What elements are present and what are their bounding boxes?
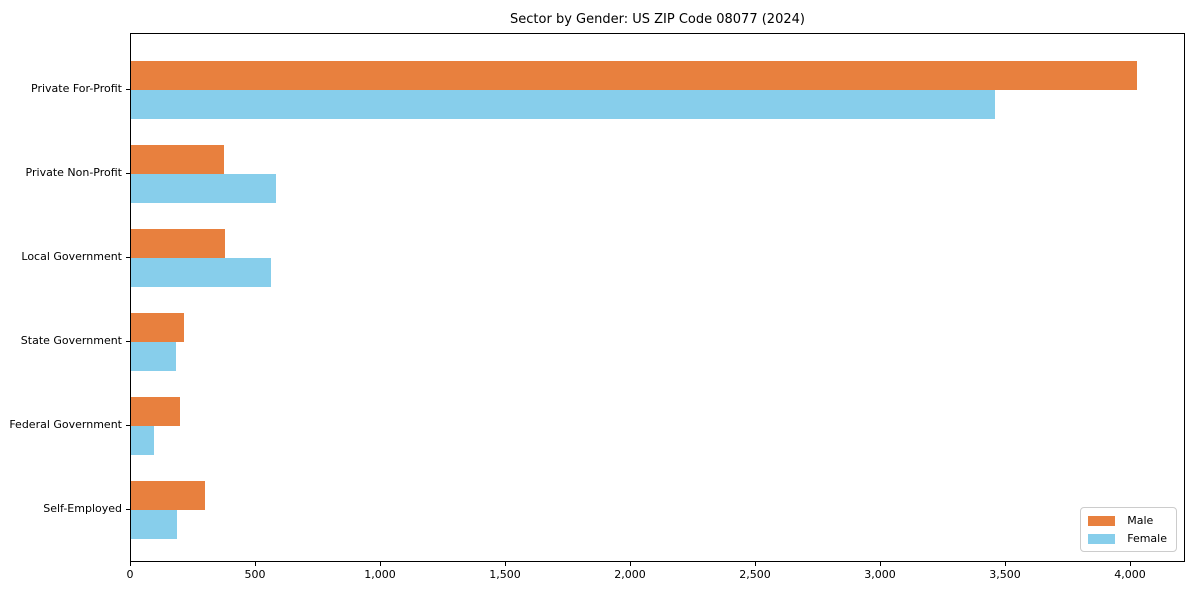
x-tick-label-3000: 3,000 bbox=[864, 568, 896, 581]
bar-female-local-government bbox=[131, 258, 271, 287]
y-tick-label-private-non-profit: Private Non-Profit bbox=[25, 166, 122, 179]
x-tick-mark bbox=[880, 562, 881, 566]
legend-label-male: Male bbox=[1127, 514, 1154, 527]
x-tick-label-2000: 2,000 bbox=[614, 568, 646, 581]
x-tick-label-500: 500 bbox=[244, 568, 266, 581]
x-tick-label-4000: 4,000 bbox=[1114, 568, 1146, 581]
legend: Male Female bbox=[1080, 507, 1177, 552]
bar-male-state-government bbox=[131, 313, 184, 342]
x-tick-mark bbox=[1130, 562, 1131, 566]
x-tick-mark bbox=[755, 562, 756, 566]
x-tick-label-0: 0 bbox=[126, 568, 134, 581]
y-tick-label-self-employed: Self-Employed bbox=[43, 502, 122, 515]
bar-male-federal-government bbox=[131, 397, 180, 426]
x-tick-mark bbox=[1005, 562, 1006, 566]
y-tick-mark bbox=[126, 425, 130, 426]
legend-entry-female: Female bbox=[1088, 532, 1167, 545]
x-tick-mark bbox=[630, 562, 631, 566]
legend-swatch-female bbox=[1088, 533, 1116, 544]
y-tick-label-state-government: State Government bbox=[20, 334, 122, 347]
x-tick-mark bbox=[130, 562, 131, 566]
bar-female-state-government bbox=[131, 342, 176, 371]
y-tick-label-local-government: Local Government bbox=[21, 250, 122, 263]
bar-male-private-for-profit bbox=[131, 61, 1137, 90]
y-tick-label-federal-government: Federal Government bbox=[9, 418, 122, 431]
y-tick-mark bbox=[126, 257, 130, 258]
x-tick-label-2500: 2,500 bbox=[739, 568, 771, 581]
chart-title: Sector by Gender: US ZIP Code 08077 (202… bbox=[510, 12, 805, 27]
bar-female-private-non-profit bbox=[131, 174, 276, 203]
x-tick-label-1500: 1,500 bbox=[489, 568, 521, 581]
legend-label-female: Female bbox=[1127, 532, 1167, 545]
bar-male-self-employed bbox=[131, 481, 205, 510]
x-tick-mark bbox=[505, 562, 506, 566]
y-tick-mark bbox=[126, 173, 130, 174]
y-tick-mark bbox=[126, 89, 130, 90]
x-tick-mark bbox=[255, 562, 256, 566]
bar-female-private-for-profit bbox=[131, 90, 995, 119]
x-tick-label-3500: 3,500 bbox=[989, 568, 1021, 581]
x-tick-label-1000: 1,000 bbox=[364, 568, 396, 581]
bar-male-local-government bbox=[131, 229, 225, 258]
y-tick-mark bbox=[126, 341, 130, 342]
legend-swatch-male bbox=[1088, 515, 1116, 526]
bar-female-self-employed bbox=[131, 510, 177, 539]
y-tick-mark bbox=[126, 509, 130, 510]
y-tick-label-private-for-profit: Private For-Profit bbox=[31, 82, 122, 95]
x-tick-mark bbox=[380, 562, 381, 566]
bar-male-private-non-profit bbox=[131, 145, 224, 174]
legend-entry-male: Male bbox=[1088, 514, 1167, 527]
bar-female-federal-government bbox=[131, 426, 154, 455]
plot-area: Male Female bbox=[130, 33, 1185, 562]
